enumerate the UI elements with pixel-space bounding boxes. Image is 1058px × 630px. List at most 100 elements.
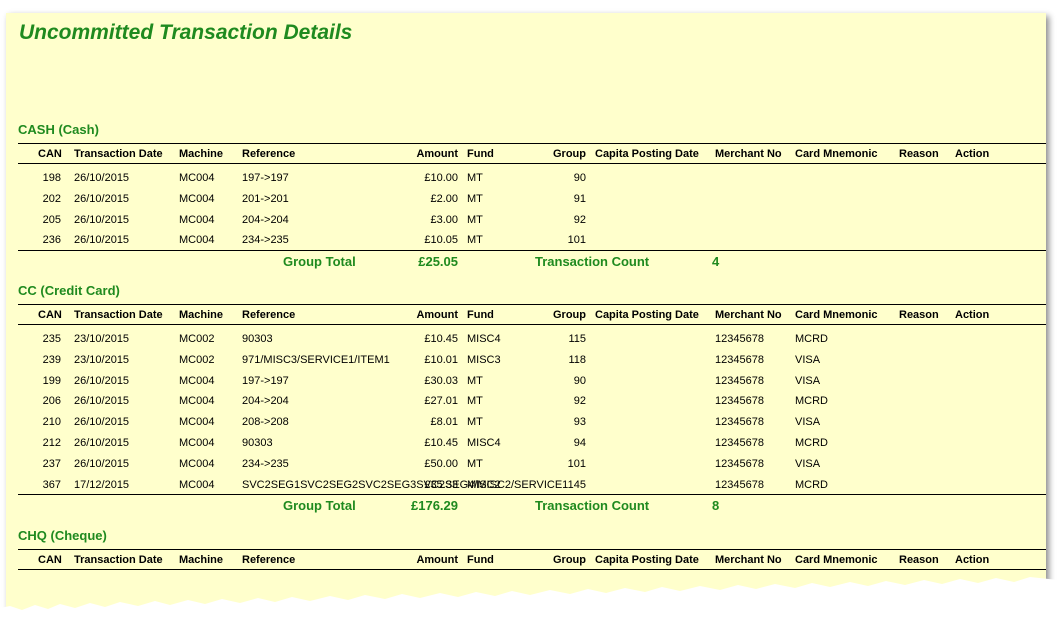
column-header-fund: Fund (467, 554, 494, 566)
cell-amount: £3.00 (430, 213, 458, 226)
column-header-machine: Machine (179, 309, 224, 321)
divider-line (18, 250, 1046, 252)
cell-reference: 971/MISC3/SERVICE1/ITEM1 (242, 353, 390, 366)
column-header-amount: Amount (416, 148, 458, 160)
divider-line (18, 549, 1046, 550)
cell-group: 94 (573, 437, 586, 449)
group-total-label: Group Total (283, 498, 356, 514)
column-header-group: Group (553, 148, 586, 160)
cell-fund: MT (467, 395, 483, 408)
column-header-action: Action (955, 554, 990, 566)
cell-machine: MC004 (179, 213, 215, 226)
cell-merchant-no: 12345678 (715, 353, 764, 366)
column-header-amount: Amount (416, 309, 458, 321)
cell-can: 206 (42, 395, 61, 408)
cell-machine: MC004 (179, 437, 215, 449)
transaction-count-label: Transaction Count (535, 498, 650, 514)
column-header-card-mnemonic: Card Mnemonic (795, 309, 878, 321)
cell-can: 199 (42, 374, 61, 387)
cell-group: 91 (573, 192, 586, 205)
cell-reference: 90303 (242, 437, 273, 449)
cell-group: 93 (573, 416, 586, 429)
column-header-capita-posting-date: Capita Posting Date (595, 309, 699, 321)
cell-reference: 204->204 (242, 213, 289, 226)
cell-can: 205 (42, 213, 61, 226)
cell-machine: MC004 (179, 395, 215, 408)
divider-line (18, 494, 1046, 496)
cell-can: 210 (42, 416, 61, 429)
cell-amount: £10.01 (424, 353, 458, 366)
cell-can: 236 (42, 234, 61, 247)
cell-can: 239 (42, 353, 61, 366)
column-header-capita-posting-date: Capita Posting Date (595, 554, 699, 566)
cell-amount: £10.45 (424, 437, 458, 449)
cell-group: 90 (573, 172, 586, 184)
cell-transaction-date: 26/10/2015 (74, 192, 130, 205)
cell-fund: MT (467, 457, 483, 470)
cell-merchant-no: 12345678 (715, 395, 764, 408)
cell-fund: MISC2 (467, 478, 501, 491)
column-header-group: Group (553, 554, 586, 566)
column-header-group: Group (553, 309, 586, 321)
cell-card-mnemonic: VISA (795, 374, 821, 387)
cell-fund: MT (467, 416, 483, 429)
transaction-count-value: 8 (712, 498, 720, 514)
cell-can: 212 (42, 437, 61, 449)
cell-card-mnemonic: MCRD (795, 395, 828, 408)
cell-amount: £27.01 (424, 395, 458, 408)
column-header-amount: Amount (416, 554, 458, 566)
cell-amount: £10.00 (424, 172, 458, 184)
cell-machine: MC004 (179, 192, 215, 205)
column-header-can: CAN (38, 554, 62, 566)
group-total-label: Group Total (283, 254, 356, 270)
report-title: Uncommitted Transaction Details (19, 21, 353, 44)
cell-fund: MISC4 (467, 437, 501, 449)
section-title: CASH (Cash) (18, 122, 99, 137)
column-header-machine: Machine (179, 148, 224, 160)
column-header-reason: Reason (899, 309, 939, 321)
cell-machine: MC004 (179, 478, 215, 491)
cell-reference: 201->201 (242, 192, 289, 205)
transaction-count-label: Transaction Count (535, 254, 650, 270)
cell-transaction-date: 26/10/2015 (74, 374, 130, 387)
cell-amount: £30.03 (424, 374, 458, 387)
cell-transaction-date: 26/10/2015 (74, 437, 130, 449)
column-header-reference: Reference (242, 309, 296, 321)
cell-can: 237 (42, 457, 61, 470)
column-header-fund: Fund (467, 309, 494, 321)
cell-transaction-date: 26/10/2015 (74, 234, 130, 247)
column-header-transaction-date: Transaction Date (74, 554, 163, 566)
column-header-merchant-no: Merchant No (715, 554, 782, 566)
cell-transaction-date: 26/10/2015 (74, 395, 130, 408)
group-total-value: £176.29 (411, 498, 458, 514)
cell-group: 90 (573, 374, 586, 387)
column-header-transaction-date: Transaction Date (74, 309, 163, 321)
divider-line (18, 569, 1046, 570)
cell-group: 115 (568, 333, 586, 345)
cell-fund: MT (467, 374, 483, 387)
cell-machine: MC004 (179, 374, 215, 387)
column-header-machine: Machine (179, 554, 224, 566)
cell-transaction-date: 23/10/2015 (74, 333, 130, 345)
cell-group: 92 (573, 395, 586, 408)
cell-transaction-date: 17/12/2015 (74, 478, 130, 491)
cell-fund: MT (467, 234, 483, 247)
cell-amount: £35.33 (424, 478, 458, 491)
section-title: CHQ (Cheque) (18, 528, 107, 543)
cell-can: 198 (42, 172, 61, 184)
cell-can: 367 (42, 478, 61, 491)
cell-merchant-no: 12345678 (715, 437, 764, 449)
cell-reference: 197->197 (242, 172, 289, 184)
cell-transaction-date: 23/10/2015 (74, 353, 130, 366)
cell-can: 235 (42, 333, 61, 345)
cell-group: 118 (568, 353, 586, 366)
cell-amount: £2.00 (430, 192, 458, 205)
cell-machine: MC002 (179, 333, 215, 345)
cell-transaction-date: 26/10/2015 (74, 457, 130, 470)
cell-transaction-date: 26/10/2015 (74, 416, 130, 429)
transaction-count-value: 4 (712, 254, 720, 270)
cell-transaction-date: 26/10/2015 (74, 213, 130, 226)
divider-line (18, 143, 1046, 144)
cell-machine: MC004 (179, 416, 215, 429)
cell-transaction-date: 26/10/2015 (74, 172, 130, 184)
